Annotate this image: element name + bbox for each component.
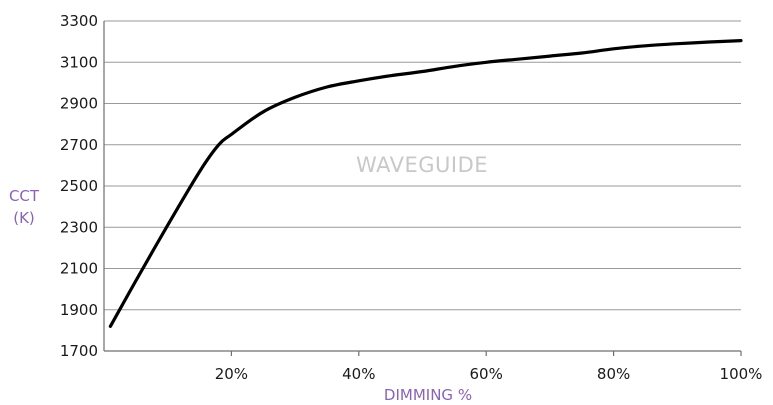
y-tick-label: 3300 [60,12,98,30]
y-tick-label: 2500 [60,177,98,195]
x-tick-label: 40% [342,365,375,383]
x-tick-label: 80% [597,365,630,383]
x-tick-label: 20% [215,365,248,383]
y-tick-label: 1900 [60,301,98,319]
y-tick-label: 1700 [60,342,98,360]
y-tick-label: 2100 [60,260,98,278]
x-axis-title: DIMMING % [384,386,472,404]
y-tick-label: 2900 [60,95,98,113]
y-tick-label: 2300 [60,218,98,236]
y-tick-labels: 1700 1900 2100 2300 2500 2700 2900 3100 3300 [60,12,98,360]
x-tick-label: 100% [720,365,763,383]
y-axis-title-line-1: CCT [9,187,40,205]
watermark-text: WAVEGUIDE [356,153,488,177]
x-tick-labels: 20% 40% 60% 80% 100% [215,351,763,383]
cct-series-line [108,39,743,328]
y-axis-title-line-2: (K) [13,209,35,227]
y-tick-label: 2700 [60,136,98,154]
y-tick-label: 3100 [60,53,98,71]
x-tick-label: 60% [470,365,503,383]
axes [103,21,741,352]
gridlines [104,20,741,311]
